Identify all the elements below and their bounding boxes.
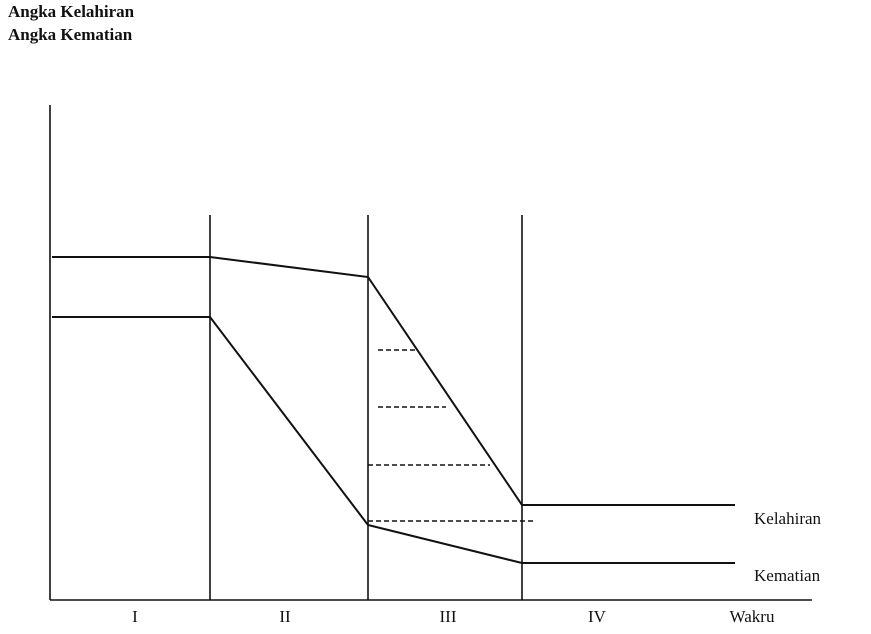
page: Angka Kelahiran Angka Kematian Kelahiran…: [0, 0, 871, 634]
stage-label: I: [132, 607, 138, 626]
series-label: Kematian: [754, 566, 821, 585]
header-line: Angka Kematian: [8, 25, 133, 44]
stage-label: III: [440, 607, 457, 626]
series-label: Kelahiran: [754, 509, 822, 528]
header-line: Angka Kelahiran: [8, 2, 135, 21]
x-axis-label: Wakru: [730, 607, 775, 626]
stage-label: II: [279, 607, 291, 626]
diagram: Angka Kelahiran Angka Kematian Kelahiran…: [0, 0, 871, 634]
stage-label: IV: [588, 607, 607, 626]
